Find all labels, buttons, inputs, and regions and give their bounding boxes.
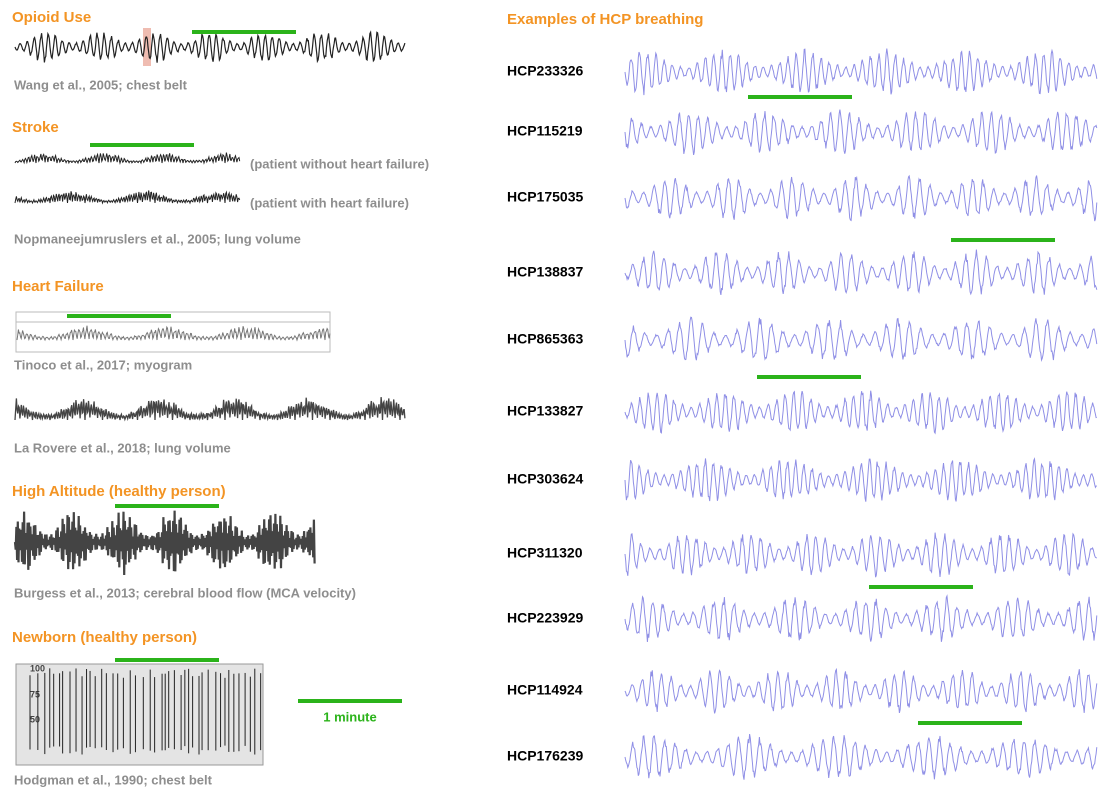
annotation: (patient with heart failure)	[250, 195, 409, 210]
waveform	[17, 326, 330, 340]
caption: La Rovere et al., 2018; lung volume	[14, 440, 231, 455]
waveform	[625, 49, 1097, 96]
waveform	[625, 458, 1097, 501]
section-title: Opioid Use	[12, 9, 91, 26]
waveform	[625, 533, 1097, 578]
waveform	[625, 317, 1097, 360]
subject-id: HCP223929	[507, 610, 583, 626]
waveform	[625, 176, 1097, 222]
image-frame	[16, 312, 330, 352]
caption: Wang et al., 2005; chest belt	[14, 77, 188, 92]
subject-id: HCP115219	[507, 123, 583, 139]
waveform	[625, 596, 1097, 642]
subject-id: HCP233326	[507, 63, 583, 79]
subject-id: HCP114924	[507, 682, 583, 698]
subject-id: HCP133827	[507, 403, 583, 419]
image-label: 50	[30, 714, 40, 724]
section-title: High Altitude (healthy person)	[12, 483, 226, 500]
subject-id: HCP311320	[507, 545, 583, 561]
waveform	[15, 511, 315, 575]
caption: Tinoco et al., 2017; myogram	[14, 357, 192, 372]
waveform	[625, 110, 1097, 155]
waveform	[625, 734, 1097, 780]
subject-id: HCP138837	[507, 264, 583, 280]
caption: Hodgman et al., 1990; chest belt	[14, 772, 213, 787]
figure: Opioid Use Wang et al., 2005; chest belt…	[0, 0, 1099, 794]
annotation: (patient without heart failure)	[250, 156, 429, 171]
caption: Nopmaneejumruslers et al., 2005; lung vo…	[14, 231, 301, 246]
image-label: 75	[30, 689, 40, 699]
panel-title: Examples of HCP breathing	[507, 11, 703, 28]
scale-label: 1 minute	[323, 709, 376, 724]
subject-id: HCP865363	[507, 331, 583, 347]
section-title: Newborn (healthy person)	[12, 629, 197, 646]
scanned-chart	[16, 664, 263, 765]
section-title: Stroke	[12, 119, 59, 136]
waveform	[15, 32, 405, 63]
image-label: 100	[30, 663, 45, 673]
waveform	[625, 250, 1097, 295]
waveform	[15, 153, 240, 163]
subject-id: HCP176239	[507, 748, 583, 764]
caption: Burgess et al., 2013; cerebral blood flo…	[14, 585, 356, 600]
subject-id: HCP303624	[507, 471, 583, 487]
waveform	[15, 190, 240, 203]
subject-id: HCP175035	[507, 189, 583, 205]
waveform	[625, 391, 1097, 433]
section-title: Heart Failure	[12, 278, 104, 295]
waveform	[625, 669, 1097, 713]
waveform	[15, 397, 405, 420]
